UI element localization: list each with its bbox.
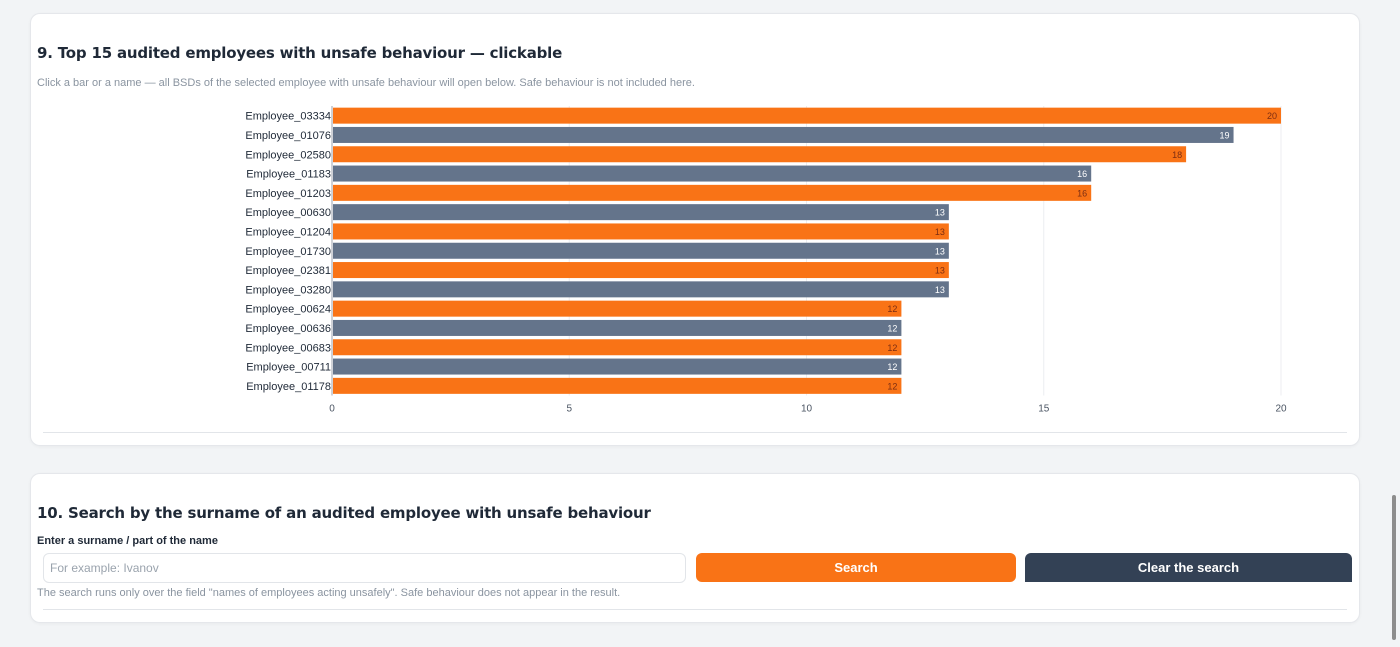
bar-value-label: 13 xyxy=(935,246,945,256)
bar[interactable] xyxy=(333,184,1092,201)
bar[interactable] xyxy=(333,223,949,240)
employee-name-label[interactable]: Employee_02580 xyxy=(245,149,331,161)
employee-name-label[interactable]: Employee_00630 xyxy=(245,207,331,219)
employee-name-label[interactable]: Employee_01183 xyxy=(246,169,331,181)
bar[interactable] xyxy=(333,339,902,356)
bar[interactable] xyxy=(333,319,902,336)
bar[interactable] xyxy=(333,146,1187,163)
bar-value-label: 18 xyxy=(1172,150,1182,160)
employee-name-label[interactable]: Employee_01076 xyxy=(245,130,331,142)
bar[interactable] xyxy=(333,262,949,279)
bar[interactable] xyxy=(333,204,949,221)
x-tick-label: 0 xyxy=(329,404,335,415)
section-title: 10. Search by the surname of an audited … xyxy=(37,504,651,522)
page-scrollbar[interactable] xyxy=(1392,495,1396,640)
x-tick-label: 10 xyxy=(801,404,813,415)
x-tick-label: 20 xyxy=(1275,404,1287,415)
surname-search-input[interactable] xyxy=(43,553,686,583)
search-card: 10. Search by the surname of an audited … xyxy=(30,473,1360,623)
employee-name-label[interactable]: Employee_01178 xyxy=(246,381,331,393)
top-employees-card: 9. Top 15 audited employees with unsafe … xyxy=(30,13,1360,446)
divider xyxy=(43,609,1347,610)
bar-value-label: 12 xyxy=(887,362,897,372)
employee-name-label[interactable]: Employee_00624 xyxy=(245,304,331,316)
x-tick-label: 5 xyxy=(566,404,572,415)
search-hint: The search runs only over the field "nam… xyxy=(37,587,621,599)
section-title: 9. Top 15 audited employees with unsafe … xyxy=(37,44,563,62)
employee-name-label[interactable]: Employee_00636 xyxy=(245,323,331,335)
bar-value-label: 12 xyxy=(887,343,897,353)
divider xyxy=(43,432,1347,433)
bar-value-label: 16 xyxy=(1077,188,1087,198)
employee-name-label[interactable]: Employee_03280 xyxy=(245,284,331,296)
bar-value-label: 13 xyxy=(935,227,945,237)
bar[interactable] xyxy=(333,358,902,375)
search-button[interactable]: Search xyxy=(696,553,1016,582)
bar-value-label: 13 xyxy=(935,208,945,218)
bar[interactable] xyxy=(333,300,902,317)
search-field-label: Enter a surname / part of the name xyxy=(37,535,218,547)
bar-value-label: 12 xyxy=(887,381,897,391)
employee-name-label[interactable]: Employee_01204 xyxy=(245,226,331,238)
bar-value-label: 16 xyxy=(1077,169,1087,179)
bar[interactable] xyxy=(333,242,949,259)
employee-name-label[interactable]: Employee_00683 xyxy=(245,342,331,354)
employee-name-label[interactable]: Employee_02381 xyxy=(245,265,331,277)
x-tick-label: 15 xyxy=(1038,404,1050,415)
bar[interactable] xyxy=(333,377,902,394)
bar-value-label: 20 xyxy=(1267,111,1277,121)
employee-name-label[interactable]: Employee_01730 xyxy=(245,246,331,258)
bar-value-label: 12 xyxy=(887,304,897,314)
bar[interactable] xyxy=(333,107,1281,124)
bar-value-label: 19 xyxy=(1220,130,1230,140)
bar[interactable] xyxy=(333,165,1092,182)
bar-value-label: 12 xyxy=(887,323,897,333)
bar[interactable] xyxy=(333,126,1234,143)
employee-name-label[interactable]: Employee_03334 xyxy=(245,111,331,123)
clear-search-button[interactable]: Clear the search xyxy=(1025,553,1352,582)
bar[interactable] xyxy=(333,281,949,298)
bar-value-label: 13 xyxy=(935,285,945,295)
bar-value-label: 13 xyxy=(935,266,945,276)
employee-name-label[interactable]: Employee_00711 xyxy=(246,362,331,374)
employee-name-label[interactable]: Employee_01203 xyxy=(245,188,331,200)
section-subtitle: Click a bar or a name — all BSDs of the … xyxy=(37,77,695,89)
bar-chart: 0 5 10 15 20 20 Employee_03334 19 Employee_01076… xyxy=(245,106,1287,415)
